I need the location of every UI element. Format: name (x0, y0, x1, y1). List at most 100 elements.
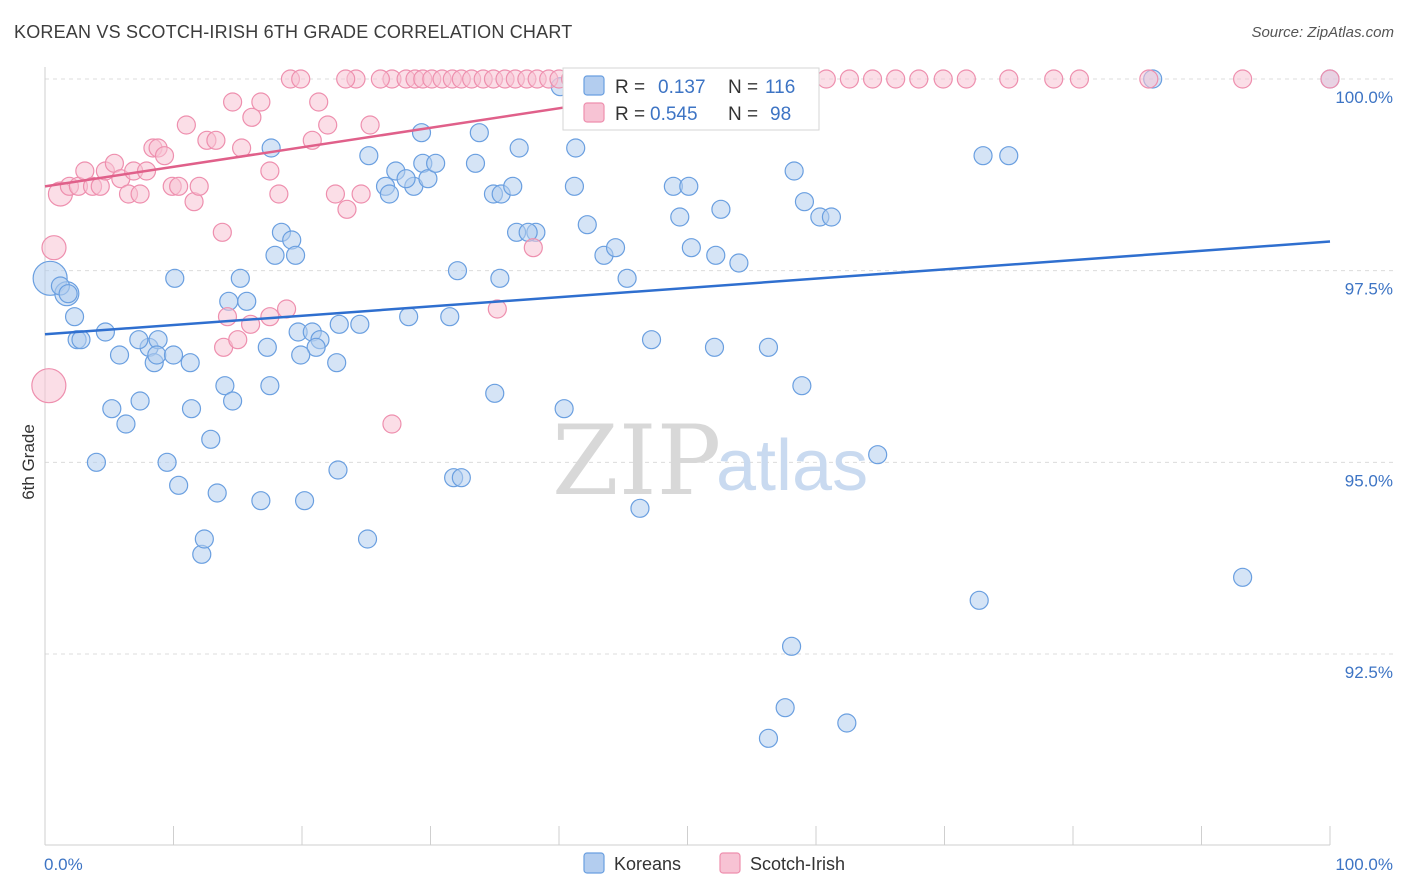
scotch-irish-point (1233, 69, 1253, 89)
koreans-point (1233, 567, 1253, 587)
koreans-point (794, 192, 815, 212)
scotch-irish-point (1320, 69, 1340, 89)
koreans-point (130, 391, 150, 411)
koreans-point (999, 146, 1019, 166)
koreans-point (359, 146, 379, 166)
stats-scotch-irish-n-label: N = (728, 104, 758, 125)
scotch-irish-point (487, 299, 507, 319)
koreans-point (86, 452, 107, 472)
koreans-point (169, 475, 189, 495)
legend-scotch-irish-label: Scotch-Irish (750, 854, 845, 874)
scotch-irish-point (382, 414, 402, 434)
koreans-point (781, 636, 802, 656)
koreans-point (350, 314, 370, 334)
koreans-point (969, 590, 989, 610)
legend-koreans-label: Koreans (614, 854, 681, 874)
koreans-point (775, 698, 795, 718)
stats-box-frame (562, 67, 820, 131)
scotch-irish-point (291, 69, 311, 89)
chart-title: KOREAN VS SCOTCH-IRISH 6TH GRADE CORRELA… (14, 22, 573, 42)
koreans-point (357, 529, 378, 549)
koreans-point (837, 713, 857, 733)
scotch-irish-point (154, 146, 175, 166)
koreans-point (261, 138, 281, 158)
koreans-point (399, 307, 419, 327)
scotch-irish-point (212, 222, 232, 242)
koreans-point (670, 207, 690, 227)
koreans-point (291, 345, 311, 365)
stats-koreans-n-label: N = (728, 77, 758, 98)
scotch-irish-point (886, 69, 906, 89)
stats-koreans-r-value: 0.137 (658, 77, 706, 98)
koreans-point (181, 399, 202, 419)
koreans-point (163, 345, 184, 365)
koreans-point (784, 161, 804, 181)
koreans-point (147, 345, 167, 365)
koreans-point (237, 291, 257, 311)
koreans-point (396, 169, 416, 189)
scotch-irish-point (223, 92, 243, 112)
koreans-point (418, 169, 438, 189)
scotch-irish-point (242, 107, 262, 127)
koreans-point (503, 176, 523, 196)
scotch-irish-point (251, 92, 271, 112)
y-tick-label-1: 97.5% (1345, 280, 1393, 299)
scotch-irish-point (862, 69, 883, 89)
scotch-irish-point (189, 176, 209, 196)
scotch-irish-point (999, 69, 1019, 89)
koreans-point (758, 728, 779, 748)
koreans-point (58, 284, 78, 304)
scotch-irish-point (1139, 69, 1159, 89)
scotch-irish-point (956, 69, 976, 89)
koreans-point (109, 345, 130, 365)
stats-koreans-r-label: R = (615, 77, 645, 98)
koreans-point (260, 376, 280, 396)
legend-koreans-swatch (583, 852, 605, 874)
legend-scotch-irish-swatch (719, 852, 741, 874)
koreans-point (379, 184, 399, 204)
scotch-irish-point (933, 69, 953, 89)
koreans-point (758, 337, 779, 357)
koreans-point (207, 483, 227, 503)
koreans-point (327, 353, 347, 373)
koreans-point (328, 460, 348, 480)
koreans-point (617, 268, 637, 288)
scotch-irish-point (206, 130, 226, 150)
watermark-atlas: atlas (716, 426, 868, 506)
stats-scotch-irish-swatch (583, 102, 605, 123)
scotch-irish-point (309, 92, 329, 112)
koreans-point (440, 307, 460, 327)
x-tick-label-min: 0.0% (44, 855, 83, 874)
series-scotch-irish-points (31, 69, 1340, 434)
scotch-irish-point (318, 115, 338, 135)
y-tick-labels: 100.0% 97.5% 95.0% 92.5% (1335, 88, 1393, 682)
koreans-point (706, 245, 726, 265)
axes (44, 67, 1331, 846)
koreans-point (426, 153, 446, 173)
koreans-point (566, 138, 586, 158)
koreans-point (605, 238, 626, 258)
stats-scotch-irish-n-value: 98 (770, 104, 791, 125)
koreans-point (485, 383, 505, 403)
koreans-point (265, 245, 285, 265)
scotch-irish-point (816, 69, 836, 89)
koreans-point (129, 330, 149, 350)
stats-koreans-swatch (583, 75, 605, 96)
scotch-irish-point (228, 330, 248, 350)
scotch-irish-point (169, 176, 189, 196)
koreans-point (447, 261, 468, 281)
y-tick-label-3: 92.5% (1345, 663, 1393, 682)
koreans-point (679, 176, 699, 196)
scotch-irish-point (260, 161, 280, 181)
koreans-point (630, 498, 650, 518)
koreans-point (201, 429, 221, 449)
koreans-point (469, 123, 489, 143)
koreans-point (411, 123, 432, 143)
koreans-point (329, 314, 349, 334)
koreans-point (792, 376, 812, 396)
koreans-point (821, 207, 842, 227)
scotch-irish-point (269, 184, 289, 204)
koreans-point (729, 253, 749, 273)
stats-box: R = 0.137 N = 116 R = 0.545 N = 98 (562, 67, 820, 131)
koreans-point (577, 215, 597, 235)
